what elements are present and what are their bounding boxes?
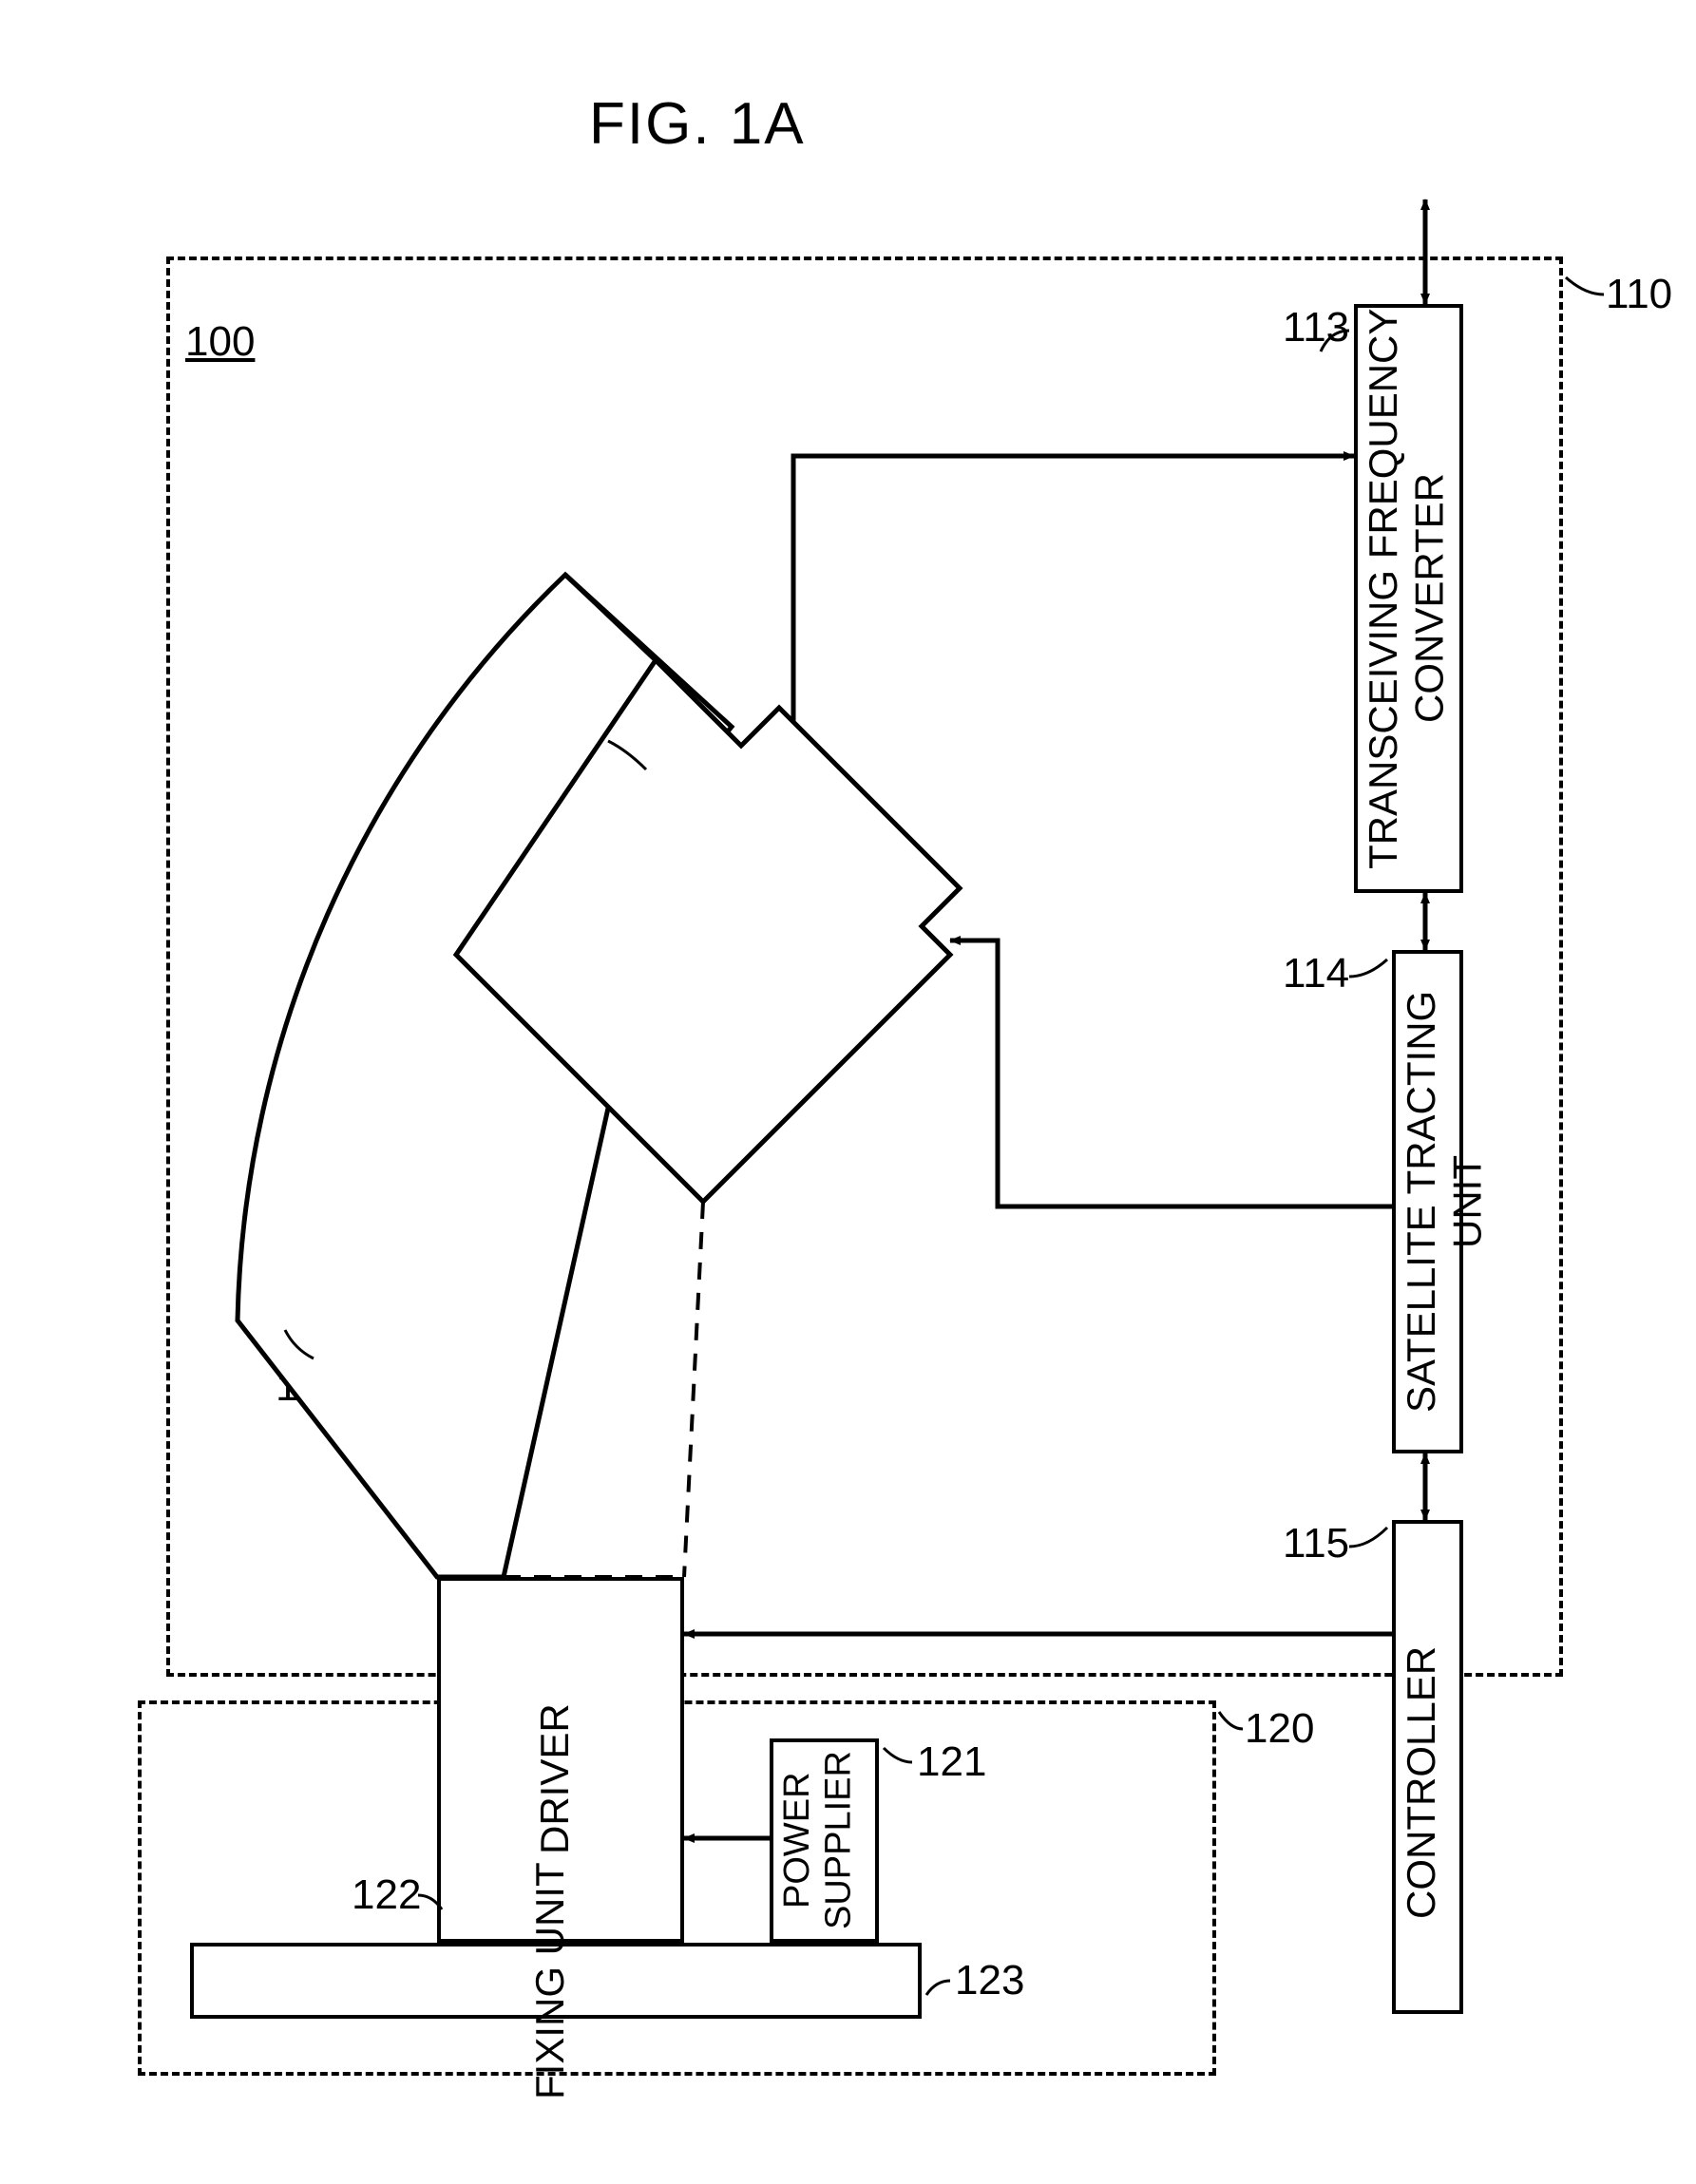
label-fixing: FIXING UNIT (527, 1862, 584, 2099)
ref-121: 121 (917, 1738, 986, 1786)
label-power: POWER SUPPLIER (777, 1748, 872, 1933)
ref-120: 120 (1245, 1705, 1314, 1753)
ref-112: 112 (551, 698, 618, 746)
diagram-canvas: FIG. 1A 100 TRANSCEIVING FREQUENCY CONVE… (0, 0, 1696, 2184)
ref-111: 111 (276, 1363, 339, 1411)
ref-115: 115 (1283, 1520, 1349, 1567)
ref-123: 123 (955, 1957, 1024, 2004)
label-controller: CONTROLLER (1399, 1672, 1456, 1919)
label-driver: DRIVER (532, 1700, 589, 1857)
ref-110: 110 (1606, 271, 1672, 318)
label-converter: TRANSCEIVING FREQUENCY CONVERTER (1361, 328, 1456, 869)
ref-122: 122 (352, 1871, 421, 1919)
label-tracking: SATELLITE TRACTING UNIT (1399, 969, 1456, 1434)
figure-title: FIG. 1A (589, 90, 806, 158)
ref-114: 114 (1283, 950, 1349, 997)
ref-113: 113 (1283, 304, 1349, 351)
